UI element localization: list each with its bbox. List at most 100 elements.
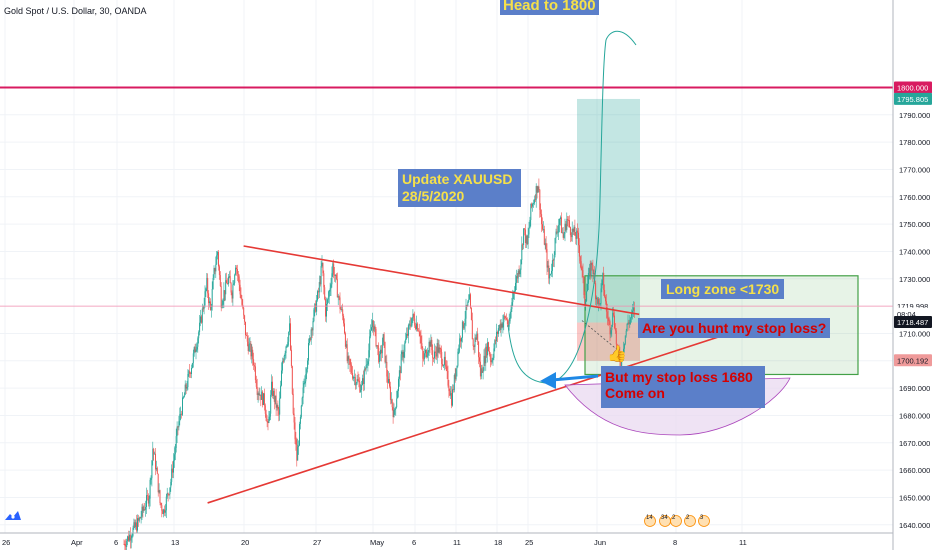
candle [371, 319, 372, 331]
candle [227, 278, 228, 285]
event-marker[interactable]: 14 [644, 515, 656, 527]
symbol-title[interactable]: Gold Spot / U.S. Dollar, 30, OANDA [4, 6, 147, 16]
candle [292, 388, 294, 416]
arrow-head [540, 372, 556, 389]
candle [432, 344, 434, 366]
candle [225, 273, 227, 301]
candle-body [297, 446, 299, 461]
candle-body [296, 444, 298, 461]
candle-body [262, 391, 264, 405]
candle [400, 350, 402, 374]
candle-body [600, 288, 602, 304]
candle-body [383, 334, 385, 342]
event-marker[interactable]: 2 [684, 515, 696, 527]
candle-body [483, 355, 485, 371]
candle [308, 338, 309, 365]
candle [606, 303, 608, 326]
candle [573, 225, 575, 236]
candle-body [152, 448, 154, 461]
candle [575, 232, 577, 245]
candle-body [225, 280, 227, 295]
candle-body [334, 274, 336, 276]
candle-body [402, 351, 404, 358]
candle-body [556, 231, 558, 233]
candle-body [591, 262, 593, 265]
candle-body [380, 349, 382, 354]
time-axis[interactable]: 26 Apr 6 13 20 27 May 6 11 18 25 Jun 8 11 [0, 532, 893, 547]
candle-body [251, 349, 253, 357]
candle [251, 344, 253, 364]
candle [356, 374, 358, 385]
candle-body [135, 522, 137, 527]
candle-body [376, 345, 378, 347]
candle [502, 314, 504, 334]
candle [421, 335, 423, 351]
candle-body [602, 272, 604, 281]
candle [565, 220, 567, 232]
candle [284, 350, 286, 361]
price-tag-target-bg [894, 81, 932, 94]
candle-body [244, 315, 246, 322]
event-marker[interactable]: 3 [698, 515, 710, 527]
candle [231, 290, 233, 303]
candle-body [190, 373, 192, 375]
candle-body [178, 421, 180, 428]
event-marker[interactable]: 2 [670, 515, 682, 527]
candle-body [449, 391, 451, 396]
candle-body [137, 518, 139, 521]
candle-body [443, 356, 445, 366]
candle-body [164, 509, 165, 513]
candle [531, 202, 533, 209]
candle-body [133, 522, 135, 528]
candle-body [587, 283, 588, 292]
annotation-stop-loss-line2: Come on [605, 385, 665, 401]
candle-body [530, 203, 532, 221]
candle-body [410, 325, 412, 327]
candle-body [236, 267, 237, 270]
candle [272, 376, 273, 399]
candle-body [517, 270, 519, 279]
candle-body [223, 290, 225, 301]
candle-body [313, 309, 315, 322]
candle [239, 279, 241, 298]
annotation-long-zone: Long zone <1730 [661, 279, 785, 299]
candle [458, 344, 460, 355]
candle-body [527, 234, 529, 245]
candle-body [435, 352, 437, 357]
price-axis[interactable]: 1640.000 1650.000 1660.000 1670.000 1680.000… [892, 0, 932, 550]
candle [173, 446, 175, 468]
tradingview-logo-icon[interactable] [4, 510, 22, 522]
candle-body [345, 344, 347, 347]
candle-body [213, 268, 215, 278]
candle [488, 341, 489, 352]
candle [207, 273, 209, 298]
candle-body [370, 330, 372, 337]
candle [126, 538, 128, 550]
candle [385, 355, 387, 368]
candle-body [173, 454, 175, 461]
candle [452, 384, 453, 407]
candle-body [187, 374, 189, 388]
candle-body [454, 374, 456, 380]
candle [596, 295, 597, 307]
candle-body [356, 379, 358, 384]
candle-body [393, 409, 395, 418]
candle [416, 322, 418, 332]
candle-body [442, 363, 444, 366]
candle-body [377, 345, 379, 348]
candle [258, 387, 260, 401]
event-marker[interactable]: 34 [659, 515, 671, 527]
candle-body [614, 328, 616, 331]
candle [461, 337, 462, 349]
candle [539, 189, 541, 218]
candle-body [295, 439, 297, 445]
candle-body [502, 322, 504, 328]
candle [317, 289, 318, 302]
candle-body [317, 291, 319, 293]
candle [524, 224, 526, 249]
candle [426, 347, 428, 359]
candle [214, 267, 216, 275]
candle [172, 461, 174, 479]
candle [290, 318, 291, 352]
